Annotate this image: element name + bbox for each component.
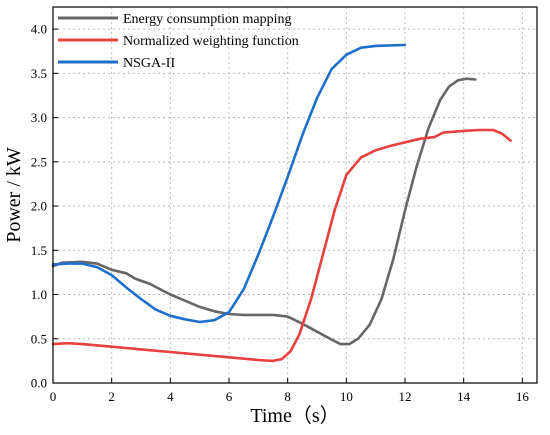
x-axis-title: Time（s） [250,404,339,427]
y-tick-label: 2.5 [31,154,47,169]
y-tick-label: 1.0 [31,287,47,302]
series-lines [53,45,511,361]
y-tick-label: 1.5 [31,243,47,258]
y-tick-label: 0.0 [31,376,47,391]
x-tick-label: 14 [457,389,471,404]
y-tick-label: 3.5 [31,66,47,81]
series-line-0 [53,79,475,344]
x-tick-label: 0 [50,389,57,404]
y-axis-title: Power / kW [3,147,25,243]
y-tick-label: 0.5 [31,331,47,346]
y-tick-label: 4.0 [31,22,47,37]
legend: Energy consumption mapping Normalized wei… [58,12,299,71]
x-tick-label: 4 [167,389,174,404]
series-line-1 [53,130,511,361]
x-tick-label: 6 [226,389,233,404]
legend-label: Normalized weighting function [123,34,299,49]
x-tick-label: 10 [340,389,353,404]
legend-label: NSGA-II [123,56,175,71]
x-tick-label: 8 [284,389,291,404]
y-tick-label: 3.0 [31,110,47,125]
x-tick-label: 16 [516,389,530,404]
legend-label: Energy consumption mapping [123,12,292,27]
y-tick-label: 2.0 [31,199,47,214]
x-tick-label: 2 [108,389,115,404]
x-tick-label: 12 [399,389,412,404]
